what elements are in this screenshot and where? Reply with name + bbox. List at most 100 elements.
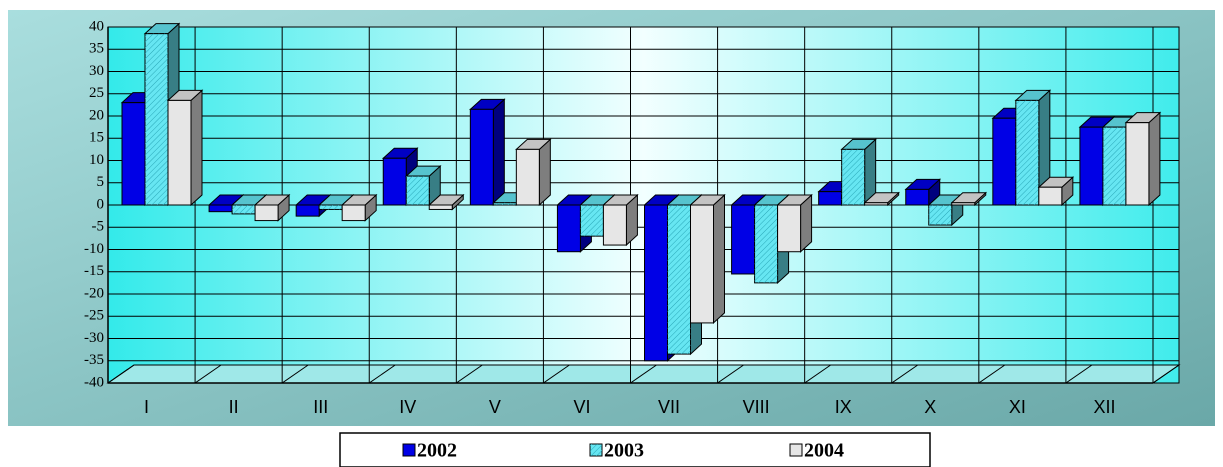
y-tick-label: -35 [84,352,104,368]
bar [382,157,407,206]
x-tick-label: I [144,397,149,417]
bar-side-shade [493,99,505,205]
bar [864,202,889,206]
legend-label: 2004 [804,440,844,462]
bar-top-shade [1038,177,1073,188]
y-tick-label: 25 [89,85,104,101]
bar-side-shade [278,195,290,221]
floor-line [978,364,1006,384]
floor-line [456,364,483,384]
legend-box [339,432,931,467]
bar-top-shade [777,195,812,205]
bar-side-shade [191,90,202,205]
bar-top-shade [145,23,179,34]
bar-side-shade [713,195,725,323]
bar [121,102,146,206]
bar [602,204,627,246]
bar [1125,122,1150,206]
bar [818,191,843,206]
bar-side-shade [452,195,464,210]
y-tick-label: -20 [84,285,104,301]
floor-line [630,364,657,384]
y-tick-label: 35 [89,41,104,57]
y-tick-label: -25 [84,308,104,324]
bar-top-shade [603,195,638,205]
floor-line [1152,364,1180,384]
bar-top-shade [255,195,290,205]
bar-side-shade [365,195,377,221]
bar-hatch [1015,100,1039,205]
floor-line [717,364,744,384]
bar [428,204,453,210]
bar-side-shade [539,139,551,205]
bar-hatch [580,205,604,237]
bar [951,202,976,206]
x-tick-label: XII [1093,397,1115,417]
floor-line [107,364,135,384]
bar-hatch [406,176,430,205]
legend-label: 2002 [417,440,457,462]
y-tick-label: 15 [89,130,104,146]
legend-swatch [402,443,416,457]
bar-top-shade [406,166,441,177]
floor-line [194,364,222,384]
y-tick-label: -15 [84,263,104,279]
bar-side-shade [626,195,638,246]
bar-hatch [754,205,778,283]
bar [992,117,1017,206]
bar-top-shade [429,195,464,205]
y-tick-label: 0 [97,196,105,212]
bar [905,188,930,206]
bar [1038,186,1063,206]
bar-hatch [667,205,691,355]
bar-hatch [1102,127,1126,205]
legend-hatch [590,444,602,456]
bar [1079,126,1104,206]
x-tick-label: X [924,397,936,417]
y-tick-label: -10 [84,241,104,257]
x-tick-label: V [489,397,501,417]
bar [469,108,494,206]
bar-hatch [928,205,952,226]
bar-top-shade [864,192,899,203]
bar-side-shade [800,195,812,252]
bar [295,204,320,217]
bar-top-shade [690,195,725,205]
bar-hatch [319,205,343,210]
bar-side-shade [429,166,441,205]
floor-line [543,364,570,384]
bar-top-shade [1125,112,1160,123]
bar-top-shade [342,195,377,205]
y-tick-label: 5 [97,174,105,190]
legend-label: 2003 [604,440,644,462]
floor-line [368,364,396,384]
floor-line [1065,364,1093,384]
bar-top-shade [1015,90,1050,101]
x-tick-label: XI [1009,397,1026,417]
bar-side-shade [1148,112,1160,205]
bar-top-shade [470,99,505,110]
x-tick-label: VIII [743,397,770,417]
bar [208,204,233,213]
y-tick-label: 40 [89,18,104,34]
x-tick-label: IX [835,397,852,417]
bar [556,204,581,253]
bar [341,204,366,222]
bar-side-shade [928,179,940,205]
y-tick-label: 10 [89,152,104,168]
floor-line [804,364,831,384]
bar [167,99,192,206]
x-tick-label: VII [658,397,680,417]
bar-hatch [145,33,168,205]
bar-side-shade [1061,177,1073,205]
bar-top-shade [951,192,986,203]
y-tick-label: -30 [84,330,104,346]
floor-line [281,364,309,384]
y-tick-label: 20 [89,107,104,123]
bar-hatch [493,202,517,205]
bar [731,204,756,275]
bar-top-shade [383,148,418,159]
bar-top-shade [905,179,940,190]
x-tick-label: IV [399,397,416,417]
